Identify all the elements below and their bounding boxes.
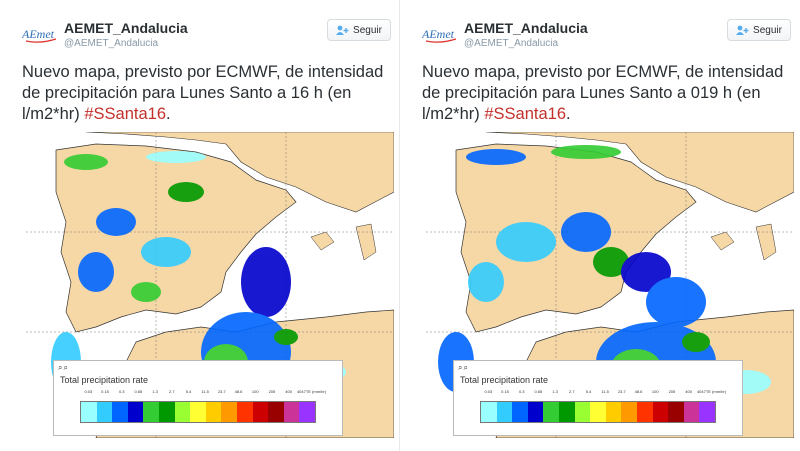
legend-tick: 100 xyxy=(251,389,259,394)
legend-swatch xyxy=(512,402,528,422)
legend-swatch xyxy=(174,402,191,422)
legend-swatch xyxy=(590,402,606,422)
hashtag-link[interactable]: #SSanta16 xyxy=(484,105,566,123)
legend-tick: 23.7 xyxy=(617,389,626,394)
legend-tick: 0.3 xyxy=(118,389,125,394)
legend-color-scale xyxy=(480,401,716,423)
user-handle[interactable]: @AEMET_Andalucia xyxy=(464,38,559,49)
legend-tick: 0.15 xyxy=(101,389,109,394)
svg-text:AEmet: AEmet xyxy=(422,27,455,41)
legend-tick: 2.7 xyxy=(569,389,575,394)
legend-swatch xyxy=(96,402,113,422)
legend-tick: 100 xyxy=(651,389,659,394)
follow-button[interactable]: Seguir xyxy=(327,19,391,41)
tweet-text-body: Nuevo mapa, previsto por ECMWF, de inten… xyxy=(422,63,784,123)
legend-swatch xyxy=(543,402,559,422)
tweet-text: Nuevo mapa, previsto por ECMWF, de inten… xyxy=(22,62,388,125)
map-legend: ⌕⌕ Total precipitation rate 0.03 0.15 0.… xyxy=(453,360,743,436)
legend-ticks: 0.03 0.15 0.3 0.65 1.3 2.7 5.4 11.5 23.7… xyxy=(480,389,726,399)
legend-tick: 1.3 xyxy=(552,389,558,394)
user-name[interactable]: AEMET_Andalucia xyxy=(64,20,188,36)
legend-tick: 1.3 xyxy=(152,389,158,394)
legend-title: Total precipitation rate xyxy=(460,375,549,385)
legend-tick: 0.3 xyxy=(518,389,525,394)
legend-tick: 0.15 xyxy=(501,389,509,394)
tweet-text: Nuevo mapa, previsto por ECMWF, de inten… xyxy=(422,62,788,125)
legend-tick: 4047TE (mm/hr) xyxy=(696,389,727,394)
legend-swatch xyxy=(268,402,284,422)
precipitation-map[interactable]: ⌕⌕ Total precipitation rate 0.03 0.15 0.… xyxy=(26,132,394,438)
legend-swatch xyxy=(558,402,575,422)
legend-swatch xyxy=(205,402,222,422)
legend-swatch xyxy=(574,402,591,422)
legend-swatch xyxy=(652,402,669,422)
svg-text:AEmet: AEmet xyxy=(22,27,55,41)
legend-tick: 0.03 xyxy=(484,389,493,394)
legend-swatch xyxy=(81,402,97,422)
user-handle[interactable]: @AEMET_Andalucia xyxy=(64,38,159,49)
legend-swatch xyxy=(527,402,544,422)
legend-tick: 4047TE (mm/hr) xyxy=(296,389,327,394)
legend-tick: 2.7 xyxy=(169,389,175,394)
legend-tick: 48.6 xyxy=(634,389,643,394)
user-name[interactable]: AEMET_Andalucia xyxy=(464,20,588,36)
legend-tick: 5.4 xyxy=(185,389,192,394)
legend-tick: 48.6 xyxy=(234,389,243,394)
legend-swatch xyxy=(683,402,700,422)
legend-swatch xyxy=(127,402,144,422)
tweet-divider xyxy=(399,0,400,451)
legend-ticks: 0.03 0.15 0.3 0.65 1.3 2.7 5.4 11.5 23.7… xyxy=(80,389,326,399)
legend-swatch xyxy=(699,402,715,422)
legend-swatch xyxy=(158,402,175,422)
tweet-text-body: Nuevo mapa, previsto por ECMWF, de inten… xyxy=(22,63,384,123)
legend-swatch xyxy=(668,402,684,422)
legend-swatch xyxy=(636,402,653,422)
tweet-header: AEmet AEMET_Andalucia @AEMET_Andalucia S… xyxy=(406,14,796,54)
legend-swatch xyxy=(283,402,300,422)
follow-label: Seguir xyxy=(753,24,782,36)
legend-swatch xyxy=(496,402,513,422)
legend-swatch xyxy=(299,402,315,422)
legend-swatch xyxy=(190,402,206,422)
tweet-header: AEmet AEMET_Andalucia @AEMET_Andalucia S… xyxy=(6,14,396,54)
legend-swatch xyxy=(252,402,269,422)
legend-swatch xyxy=(236,402,253,422)
map-legend: ⌕⌕ Total precipitation rate 0.03 0.15 0.… xyxy=(53,360,343,436)
aemet-logo-icon[interactable]: AEmet xyxy=(422,26,458,44)
legend-tick: 205 xyxy=(268,389,276,394)
legend-tick: 0.65 xyxy=(534,389,543,394)
legend-tick: 23.7 xyxy=(217,389,226,394)
legend-tick: 0.65 xyxy=(134,389,143,394)
follow-label: Seguir xyxy=(353,24,382,36)
legend-tick: 0.03 xyxy=(84,389,93,394)
zoom-tools-icon[interactable]: ⌕⌕ xyxy=(58,363,69,372)
legend-tick: 205 xyxy=(668,389,676,394)
zoom-tools-icon[interactable]: ⌕⌕ xyxy=(458,363,469,372)
tweet-text-end: . xyxy=(566,105,571,123)
legend-tick: 400 xyxy=(285,389,292,394)
legend-title: Total precipitation rate xyxy=(60,375,149,385)
legend-swatch xyxy=(621,402,637,422)
legend-swatch xyxy=(143,402,159,422)
tweet-card: AEmet AEMET_Andalucia @AEMET_Andalucia S… xyxy=(406,0,796,451)
add-user-icon xyxy=(336,25,349,35)
legend-tick: 400 xyxy=(685,389,692,394)
tweet-card: AEmet AEMET_Andalucia @AEMET_Andalucia S… xyxy=(6,0,396,451)
legend-tick: 11.5 xyxy=(201,389,209,394)
legend-swatch xyxy=(605,402,622,422)
legend-swatch xyxy=(481,402,497,422)
aemet-logo-icon[interactable]: AEmet xyxy=(22,26,58,44)
legend-color-scale xyxy=(80,401,316,423)
precipitation-map[interactable]: ⌕⌕ Total precipitation rate 0.03 0.15 0.… xyxy=(426,132,794,438)
follow-button[interactable]: Seguir xyxy=(727,19,791,41)
legend-swatch xyxy=(112,402,128,422)
add-user-icon xyxy=(736,25,749,35)
legend-tick: 11.5 xyxy=(601,389,609,394)
tweet-text-end: . xyxy=(166,105,171,123)
hashtag-link[interactable]: #SSanta16 xyxy=(84,105,166,123)
legend-tick: 5.4 xyxy=(585,389,592,394)
legend-swatch xyxy=(221,402,237,422)
